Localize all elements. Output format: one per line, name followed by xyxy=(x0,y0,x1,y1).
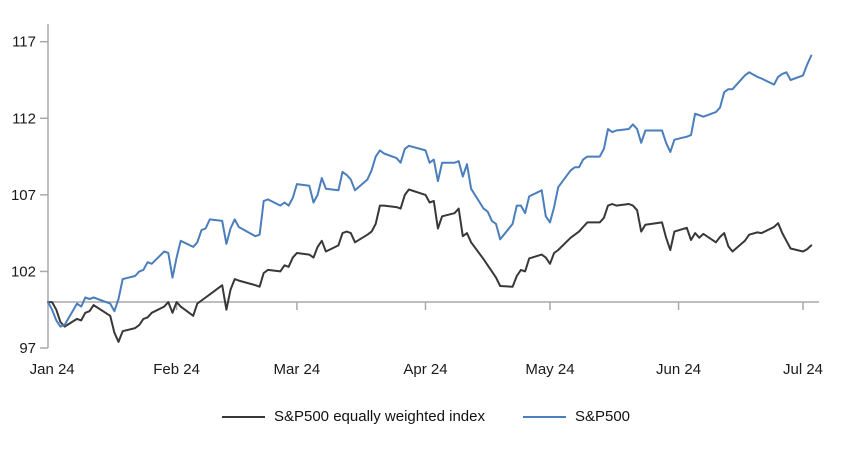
legend-item-equal-weight: S&P500 equally weighted index xyxy=(221,408,485,425)
sp500-line xyxy=(47,54,813,328)
legend-label-sp500: S&P500 xyxy=(574,408,631,425)
x-tick-label: Feb 24 xyxy=(153,361,200,378)
x-tick-label: Jul 24 xyxy=(783,361,823,378)
x-tick-label: Mar 24 xyxy=(274,361,321,378)
x-tick-label: Jan 24 xyxy=(30,361,75,378)
sp500-equal-weight-line xyxy=(47,188,813,343)
y-tick-label: 102 xyxy=(11,263,36,280)
legend-swatch-equal-weight-line xyxy=(221,415,265,418)
legend-item-sp500: S&P500 xyxy=(522,408,631,425)
y-tick-label: 112 xyxy=(12,110,36,127)
line-chart: 97 102 107 112 117 Jan 24 Feb 24 Mar 24 Apr 24 Ma… xyxy=(11,24,823,378)
x-tick-label: May 24 xyxy=(525,361,574,378)
legend-label-equal-weight: S&P500 equally weighted index xyxy=(273,408,485,425)
x-tick-label: Jun 24 xyxy=(656,361,701,378)
legend-swatch-sp500-line xyxy=(522,415,566,418)
y-tick-label: 97 xyxy=(19,340,36,357)
y-tick-label: 107 xyxy=(11,187,36,204)
y-tick-label: 117 xyxy=(12,34,36,51)
x-tick-label: Apr 24 xyxy=(403,361,447,378)
legend: S&P500 equally weighted index S&P500 xyxy=(0,408,852,425)
